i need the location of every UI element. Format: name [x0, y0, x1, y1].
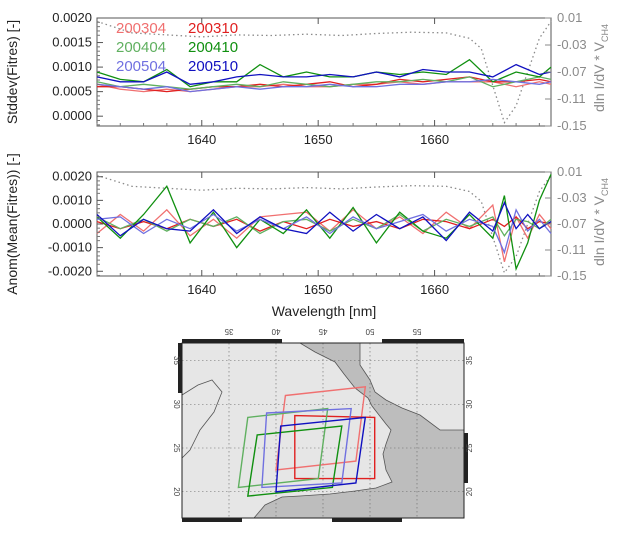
legend-200510: 200510	[188, 58, 238, 75]
map-right-tick-label: 30	[465, 399, 474, 408]
stddev-y-tick-label: 0.0020	[52, 10, 92, 25]
map-left-tick-label: 35	[172, 356, 181, 365]
map-border-band	[182, 518, 242, 522]
stddev-right-tick-label: -0.15	[557, 118, 587, 133]
stddev-series-200404	[96, 76, 552, 90]
anomaly-right-axis-label: dln I/dV * VCH4	[591, 178, 610, 266]
anomaly-y-tick-label: 0.0020	[52, 169, 92, 184]
map-border-band	[464, 433, 468, 483]
stddev-y-axis-label: Stddev(Fitres) [-]	[4, 20, 20, 124]
stddev-right-tick-label: 0.01	[557, 10, 582, 25]
anomaly-x-tick-label: 1660	[420, 282, 449, 297]
map-right-tick-label: 20	[465, 487, 474, 496]
stddev-y-tick-label: 0.0010	[52, 59, 92, 74]
anomaly-reference-line	[96, 174, 552, 275]
map-right-tick-label: 25	[465, 443, 474, 452]
legend-200310: 200310	[188, 20, 238, 37]
anomaly-panel: 0.0020 0.0010 0.0000 -0.0010 -0.0020 0.01 -0.…	[4, 153, 610, 319]
map-top-tick-label: 45	[318, 327, 327, 336]
map-left-tick-label: 30	[172, 400, 181, 409]
anomaly-y-tick-label: -0.0020	[48, 263, 92, 278]
map-border-band	[332, 518, 402, 522]
stddev-right-tick-label: -0.07	[557, 64, 587, 79]
anomaly-series-200504	[96, 208, 552, 255]
map-footprint-200410	[246, 425, 343, 497]
map-footprint-200310	[294, 414, 376, 480]
legend-200304: 200304	[116, 20, 166, 37]
anomaly-y-tick-label: 0.0000	[52, 216, 92, 231]
anomaly-right-tick-label: -0.07	[557, 216, 587, 231]
anomaly-series-layer	[96, 174, 552, 272]
map-arabia-land	[181, 342, 393, 519]
anomaly-y-axis-label: Anom(Mean(Fitres)) [-]	[4, 153, 20, 295]
stddev-x-ticks: 1640 1650 1660	[96, 18, 540, 147]
stddev-right-tick-label: -0.03	[557, 37, 587, 52]
anomaly-reference-layer	[96, 174, 552, 275]
map-top-tick-label: 35	[224, 327, 233, 336]
anomaly-y-tick-label: 0.0010	[52, 192, 92, 207]
map-right-tick-label: 35	[465, 356, 474, 365]
stddev-series-layer	[96, 58, 552, 93]
stddev-series-200504	[96, 78, 552, 93]
anomaly-series-200410	[96, 174, 552, 272]
map-frame	[181, 342, 465, 519]
anomaly-right-tick-label: -0.15	[557, 268, 587, 283]
map-left-tick-label: 25	[172, 444, 181, 453]
stddev-right-axis-label: dln I/dV * VCH4	[591, 24, 610, 112]
stddev-x-tick-label: 1660	[420, 132, 449, 147]
map-border-band	[382, 339, 464, 343]
stddev-y-tick-label: 0.0005	[52, 84, 92, 99]
map-border-bands	[178, 339, 468, 522]
stddev-x-tick-label: 1640	[187, 132, 216, 147]
anomaly-right-tick-label: -0.11	[557, 242, 586, 257]
map-footprints	[237, 386, 376, 497]
anomaly-y-ticks: 0.0020 0.0010 0.0000 -0.0010 -0.0020	[48, 169, 103, 278]
anomaly-right-axis-label-main: dln I/dV * V	[591, 195, 607, 266]
map-tick-labels: 35 40 45 50 55 35 30 25 20 35 30 25 20	[172, 327, 474, 497]
anomaly-x-tick-label: 1650	[304, 282, 333, 297]
map-footprint-200504	[261, 407, 352, 489]
stddev-right-ticks: 0.01 -0.03 -0.07 -0.11 -0.15	[545, 10, 587, 133]
stddev-x-tick-label: 1650	[304, 132, 333, 147]
legend-200404: 200404	[116, 39, 166, 56]
anomaly-right-ticks: 0.01 -0.03 -0.07 -0.11 -0.15	[545, 164, 587, 283]
stddev-y-ticks: 0.0020 0.0015 0.0010 0.0005 0.0000	[52, 10, 103, 126]
map-border-band	[178, 343, 182, 393]
map-top-tick-label: 55	[412, 327, 421, 336]
stddev-y-tick-label: 0.0015	[52, 35, 92, 50]
stddev-panel: 0.0020 0.0015 0.0010 0.0005 0.0000 0.01 -0.03…	[4, 10, 610, 147]
anomaly-x-axis-label: Wavelength [nm]	[272, 303, 377, 319]
stddev-y-tick-label: 0.0000	[52, 108, 92, 123]
stddev-reference-layer	[96, 20, 552, 125]
map-top-tick-label: 50	[365, 327, 374, 336]
map-panel: 35 40 45 50 55 35 30 25 20 35 30 25 20	[172, 327, 474, 522]
anomaly-series-200510	[96, 201, 552, 242]
stddev-right-tick-label: -0.11	[557, 91, 586, 106]
anomaly-right-tick-label: 0.01	[557, 164, 582, 179]
stddev-right-axis-label-main: dln I/dV * V	[591, 41, 607, 112]
stddev-reference-line	[96, 20, 552, 125]
anomaly-x-tick-label: 1640	[187, 282, 216, 297]
anomaly-right-axis-label-sub: CH4	[600, 178, 610, 196]
stddev-series-200410	[96, 58, 552, 88]
map-africa-land	[181, 379, 223, 459]
anomaly-series-200304	[96, 203, 552, 262]
legend-200504: 200504	[116, 58, 166, 75]
map-top-tick-label: 40	[271, 327, 280, 336]
map-border-band	[182, 339, 282, 343]
anomaly-right-tick-label: -0.03	[557, 190, 587, 205]
anomaly-x-ticks: 1640 1650 1660	[96, 172, 540, 297]
legend: 200304 200310 200404 200410 200504 20051…	[116, 20, 238, 75]
legend-200410: 200410	[188, 39, 238, 56]
map-footprint-200510	[275, 416, 367, 493]
anomaly-y-tick-label: -0.0010	[48, 240, 92, 255]
stddev-right-axis-label-sub: CH4	[600, 24, 610, 42]
stddev-series-200510	[96, 63, 552, 85]
map-left-tick-label: 20	[172, 487, 181, 496]
